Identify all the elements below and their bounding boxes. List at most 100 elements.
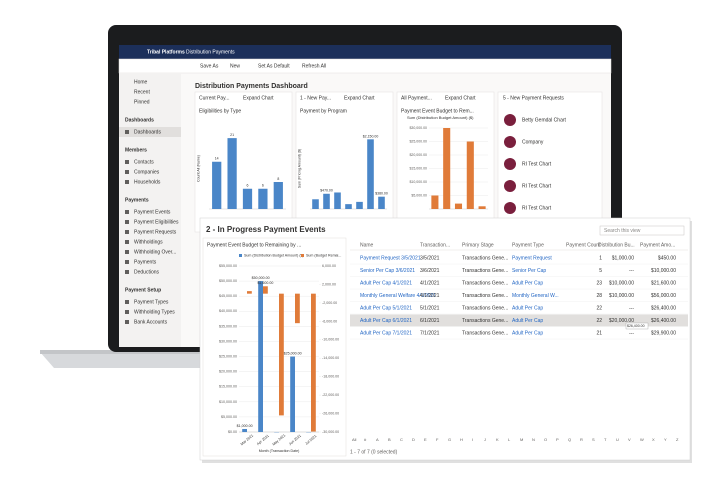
expand-chart[interactable]: Expand Chart <box>445 95 476 101</box>
alpha-filter[interactable]: R <box>580 437 583 442</box>
cell[interactable]: Payment Request 3/5/2021 <box>360 255 421 261</box>
alpha-filter[interactable]: M <box>520 437 523 442</box>
cell[interactable]: Adult Per Cap 6/1/2021 <box>360 318 412 324</box>
cell[interactable]: Adult Per Cap 4/1/2021 <box>360 280 412 286</box>
nav-item[interactable]: Home <box>134 79 148 85</box>
card-view[interactable]: 1 - New Pay... <box>300 95 331 101</box>
column-header[interactable]: Payment Count <box>566 242 601 248</box>
cell: $21,600.00 <box>651 280 676 286</box>
expand-chart[interactable]: Expand Chart <box>243 95 274 101</box>
nav-item[interactable]: Payment Eligibilities <box>134 219 179 225</box>
alpha-filter[interactable]: O <box>544 437 547 442</box>
alpha-filter[interactable]: K <box>496 437 499 442</box>
nav-item[interactable]: Bank Accounts <box>134 319 168 325</box>
nav-item[interactable]: Contacts <box>134 159 154 165</box>
alpha-filter[interactable]: E <box>424 437 427 442</box>
alpha-filter[interactable]: N <box>532 437 535 442</box>
cell[interactable]: Adult Per Cap 7/1/2021 <box>360 330 412 336</box>
alpha-filter[interactable]: A <box>376 437 379 442</box>
alpha-filter[interactable]: I <box>472 437 473 442</box>
column-header[interactable]: Distribution Bu... <box>598 242 635 248</box>
chart: $5,000.00 $10,000.00 $15,000.00 $20,000.00 $… <box>409 126 488 210</box>
legend-swatch <box>239 254 242 257</box>
cell[interactable]: Monthly General Welfare 4/1/2021 <box>360 293 436 299</box>
alpha-filter[interactable]: Q <box>568 437 571 442</box>
column-header[interactable]: Name <box>360 242 374 248</box>
request-item[interactable]: Betty Gemdal Chart <box>522 117 567 123</box>
column-header[interactable]: Transaction... <box>420 242 450 248</box>
alpha-filter[interactable]: V <box>628 437 631 442</box>
nav-item[interactable]: Withholdings <box>134 239 163 245</box>
alpha-filter[interactable]: Z <box>676 437 679 442</box>
nav-item[interactable]: Recent <box>134 89 150 95</box>
cell: 21 <box>596 330 602 336</box>
toolbar-button[interactable]: Save As <box>200 63 219 69</box>
alpha-filter[interactable]: # <box>364 437 367 442</box>
cell: Transactions Gene... <box>462 305 508 311</box>
cell[interactable]: Adult Per Cap <box>512 318 543 324</box>
request-item[interactable]: RI Test Chart <box>522 161 552 167</box>
alpha-filter[interactable]: B <box>388 437 391 442</box>
alpha-filter[interactable]: T <box>604 437 607 442</box>
alpha-filter[interactable]: W <box>640 437 644 442</box>
tick-label: -30,000.00 <box>322 430 339 434</box>
alpha-filter[interactable]: H <box>460 437 463 442</box>
nav-item[interactable]: Pinned <box>134 99 150 105</box>
nav-item[interactable]: Payment Events <box>134 209 171 215</box>
column-header[interactable]: Payment Type <box>512 242 544 248</box>
toolbar-button[interactable]: Set As Default <box>258 63 290 69</box>
cell: Transactions Gene... <box>462 255 508 261</box>
alpha-filter[interactable]: U <box>616 437 619 442</box>
alpha-filter[interactable]: X <box>652 437 655 442</box>
request-item[interactable]: Company <box>522 139 544 145</box>
legend-label[interactable]: Sum (Budget Remai... <box>306 253 341 257</box>
cell[interactable]: Senior Per Cap <box>512 268 546 274</box>
toolbar-button[interactable]: Refresh All <box>302 63 326 69</box>
nav-item[interactable]: Payment Types <box>134 299 169 305</box>
tick-label: -14,000.00 <box>322 356 339 360</box>
nav-item[interactable]: Deductions <box>134 269 160 275</box>
legend-label[interactable]: Sum (Distribution Budget Amount) ($) <box>244 253 304 257</box>
brand[interactable]: Tribal Platforms <box>147 49 185 55</box>
bar <box>242 428 247 432</box>
cell[interactable]: Adult Per Cap 5/1/2021 <box>360 305 412 311</box>
cell[interactable]: Adult Per Cap <box>512 305 543 311</box>
card-view[interactable]: All Payment... <box>401 95 432 101</box>
nav-item[interactable]: Companies <box>134 169 160 175</box>
card <box>295 91 394 233</box>
alpha-filter[interactable]: F <box>436 437 439 442</box>
tick-label: -6,000.00 <box>322 319 337 323</box>
nav-item[interactable]: Withholding Over... <box>134 249 176 255</box>
search-placeholder[interactable]: Search this view <box>604 228 641 234</box>
cell[interactable]: Senior Per Cap 3/6/2021 <box>360 268 415 274</box>
column-header[interactable]: Primary Stage <box>462 242 494 248</box>
cell: $26,400.00 <box>651 318 676 324</box>
cell[interactable]: Payment Request <box>512 255 552 261</box>
nav-item[interactable]: Payments <box>134 259 157 265</box>
legend-swatch <box>301 254 304 257</box>
alpha-filter[interactable]: D <box>412 437 415 442</box>
alpha-filter[interactable]: J <box>484 437 486 442</box>
cell[interactable]: Adult Per Cap <box>512 280 543 286</box>
expand-chart[interactable]: Expand Chart <box>344 95 375 101</box>
nav-item[interactable]: Withholding Types <box>134 309 175 315</box>
tick-label: $10,000.00 <box>219 400 237 404</box>
chart-title: Payment Event Budget to Remaining by ... <box>207 242 301 248</box>
alpha-filter[interactable]: L <box>508 437 511 442</box>
request-item[interactable]: RI Test Chart <box>522 183 552 189</box>
request-item[interactable]: RI Test Chart <box>522 205 552 211</box>
nav-item[interactable]: Dashboards <box>134 129 161 135</box>
nav-item[interactable]: Payment Requests <box>134 229 177 235</box>
toolbar-button[interactable]: New <box>230 63 240 69</box>
alpha-filter[interactable]: All <box>352 437 357 442</box>
alpha-filter[interactable]: P <box>556 437 559 442</box>
nav-item[interactable]: Households <box>134 179 161 185</box>
alpha-filter[interactable]: Y <box>664 437 667 442</box>
alpha-filter[interactable]: C <box>400 437 403 442</box>
cell[interactable]: Adult Per Cap <box>512 330 543 336</box>
alpha-filter[interactable]: S <box>592 437 595 442</box>
card-view[interactable]: Current Pay... <box>199 95 229 101</box>
alpha-filter[interactable]: G <box>448 437 451 442</box>
cell[interactable]: Monthly General W... <box>512 293 559 299</box>
column-header[interactable]: Payment Amo... <box>640 242 675 248</box>
